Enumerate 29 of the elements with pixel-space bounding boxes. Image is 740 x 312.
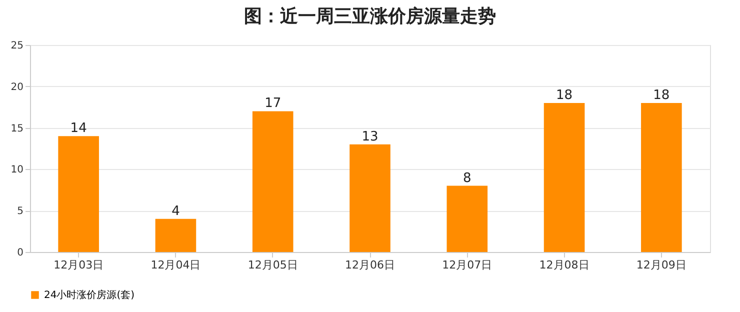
data-label: 4 bbox=[172, 204, 180, 219]
bar bbox=[155, 218, 196, 252]
bar bbox=[58, 136, 99, 252]
data-label: 14 bbox=[70, 121, 87, 136]
x-tick-label: 12月06日 bbox=[345, 258, 395, 272]
y-tick-label: 5 bbox=[17, 206, 24, 218]
y-tick-label: 20 bbox=[10, 82, 24, 93]
bar bbox=[350, 144, 390, 252]
data-label: 18 bbox=[653, 88, 670, 103]
bar bbox=[544, 102, 585, 252]
bar bbox=[252, 111, 294, 252]
x-tick-label: 12月04日 bbox=[150, 258, 201, 272]
data-label: 13 bbox=[362, 129, 378, 144]
x-tick-label: 12月09日 bbox=[636, 258, 686, 272]
y-tick-label: 15 bbox=[10, 123, 24, 134]
x-tick-label: 12月07日 bbox=[442, 258, 492, 272]
data-label: 17 bbox=[264, 96, 282, 112]
data-label: 8 bbox=[463, 170, 472, 186]
data-label: 18 bbox=[556, 88, 573, 103]
y-tick-label: 10 bbox=[10, 164, 24, 176]
x-tick-label: 12月03日 bbox=[54, 258, 104, 272]
x-tick-label: 12月08日 bbox=[539, 258, 590, 272]
y-tick-label: 25 bbox=[10, 40, 24, 52]
x-tick-label: 12月05日 bbox=[248, 258, 298, 272]
chart-title: 图：近一周三亚涨价房源量走势 bbox=[244, 6, 496, 27]
y-tick-label: 0 bbox=[17, 248, 24, 258]
bar bbox=[641, 102, 682, 252]
bar bbox=[446, 186, 488, 252]
legend-label: 24小时涨价房源(套) bbox=[44, 289, 135, 301]
